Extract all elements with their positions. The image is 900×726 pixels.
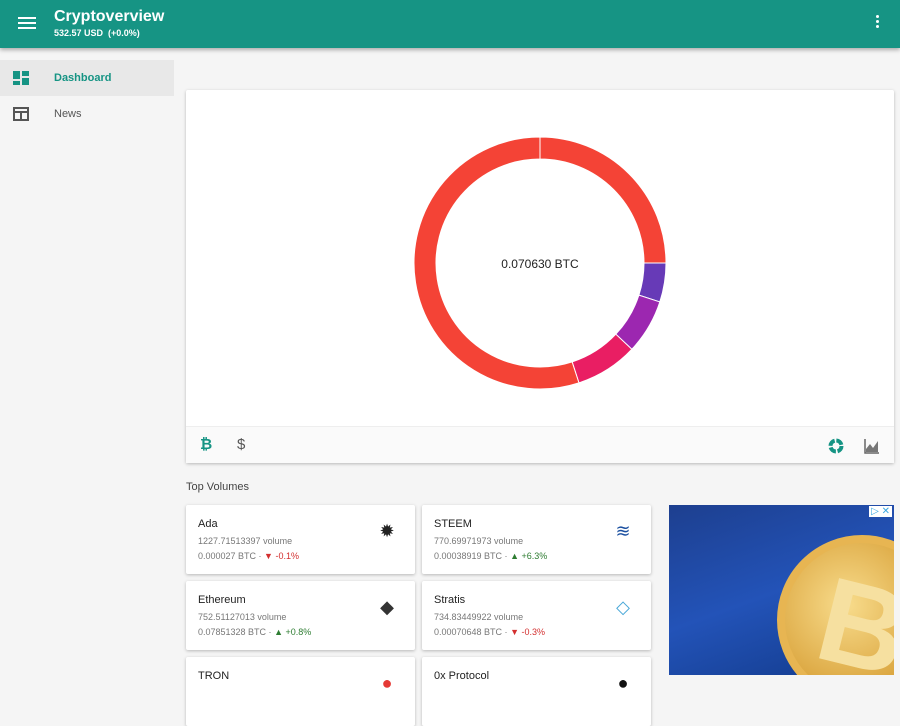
coin-name: STEEM bbox=[434, 518, 472, 530]
news-icon bbox=[13, 107, 29, 121]
app-bar: Cryptoverview 532.57 USD (+0.0%) bbox=[0, 0, 900, 48]
coin-card[interactable]: Stratis 734.83449922 volume 0.00070648 B… bbox=[422, 581, 651, 650]
coin-name: 0x Protocol bbox=[434, 670, 490, 682]
more-vert-icon[interactable] bbox=[876, 15, 880, 30]
coin-volume: 1227.71513397 volume bbox=[198, 536, 293, 546]
coin-logo-icon: ≋ bbox=[615, 520, 631, 541]
coin-price-value: 0.00070648 BTC · bbox=[434, 627, 511, 637]
coin-card[interactable]: Ada 1227.71513397 volume 0.000027 BTC · … bbox=[186, 505, 415, 574]
donut-segment[interactable] bbox=[571, 333, 633, 384]
donut-chart-icon[interactable] bbox=[828, 438, 844, 454]
coin-price: 0.07851328 BTC · ▲ +0.8% bbox=[198, 627, 311, 637]
advertisement[interactable]: B ▷ ✕ bbox=[669, 505, 894, 675]
coin-logo-icon: ◇ bbox=[616, 596, 630, 617]
sidebar-item-news[interactable]: News bbox=[0, 96, 174, 132]
coin-volume: 752.51127013 volume bbox=[198, 612, 287, 622]
coin-name: TRON bbox=[198, 670, 230, 682]
sidebar: Dashboard News bbox=[0, 60, 174, 132]
usd-toggle-icon[interactable]: $ bbox=[237, 436, 246, 453]
coin-price: 0.000027 BTC · ▼ -0.1% bbox=[198, 551, 299, 561]
coin-price: 0.00070648 BTC · ▼ -0.3% bbox=[434, 627, 545, 637]
coin-change: ▼ -0.3% bbox=[510, 627, 545, 637]
portfolio-donut-chart bbox=[414, 137, 666, 389]
coin-price: 0.00038919 BTC · ▲ +6.3% bbox=[434, 551, 547, 561]
bitcoin-coin-image: B bbox=[777, 535, 894, 675]
app-title: Cryptoverview bbox=[54, 8, 165, 25]
coin-change: ▲ +6.3% bbox=[510, 551, 548, 561]
btc-toggle-icon[interactable]: ₿ bbox=[200, 436, 213, 453]
menu-icon[interactable] bbox=[18, 14, 36, 34]
sidebar-item-label: News bbox=[54, 108, 82, 120]
portfolio-value: 532.57 USD (+0.0%) bbox=[54, 28, 140, 38]
donut-segment[interactable] bbox=[539, 137, 666, 264]
coin-price-value: 0.000027 BTC · bbox=[198, 551, 265, 561]
sidebar-item-label: Dashboard bbox=[54, 72, 112, 84]
portfolio-total: 0.070630 BTC bbox=[501, 257, 579, 271]
portfolio-card: 0.070630 BTC ₿ $ bbox=[186, 90, 894, 463]
coin-name: Stratis bbox=[434, 594, 466, 606]
coin-volume: 770.69971973 volume bbox=[434, 536, 524, 546]
area-chart-icon[interactable] bbox=[864, 438, 880, 454]
coin-logo-icon: ◆ bbox=[380, 596, 394, 617]
coin-volume: 734.83449922 volume bbox=[434, 612, 524, 622]
ad-choices-icon[interactable]: ▷ ✕ bbox=[869, 506, 892, 517]
coin-card[interactable]: STEEM 770.69971973 volume 0.00038919 BTC… bbox=[422, 505, 651, 574]
coin-name: Ada bbox=[198, 518, 218, 530]
donut-segment[interactable] bbox=[414, 137, 580, 389]
coin-logo-icon: ✹ bbox=[379, 520, 395, 541]
coin-card[interactable]: 0x Protocol ● bbox=[422, 657, 651, 726]
dashboard-icon bbox=[13, 71, 29, 85]
coin-card[interactable]: Ethereum 752.51127013 volume 0.07851328 … bbox=[186, 581, 415, 650]
coin-name: Ethereum bbox=[198, 594, 246, 606]
card-footer: ₿ $ bbox=[186, 426, 894, 463]
coin-change: ▲ +0.8% bbox=[274, 627, 312, 637]
coin-price-value: 0.07851328 BTC · bbox=[198, 627, 275, 637]
sidebar-item-dashboard[interactable]: Dashboard bbox=[0, 60, 174, 96]
coin-card[interactable]: TRON ● bbox=[186, 657, 415, 726]
coin-price-value: 0.00038919 BTC · bbox=[434, 551, 511, 561]
coin-change: ▼ -0.1% bbox=[264, 551, 299, 561]
section-title: Top Volumes bbox=[186, 481, 249, 493]
